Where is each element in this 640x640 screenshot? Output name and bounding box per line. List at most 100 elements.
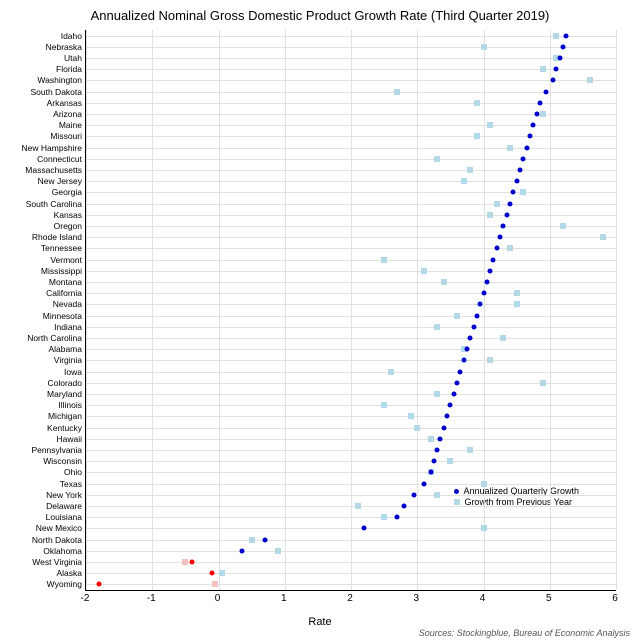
y-tick-label: South Dakota <box>30 87 82 97</box>
data-point-quarterly <box>461 358 466 363</box>
data-point-previous-year <box>487 357 493 363</box>
x-tick-label: 3 <box>413 593 419 604</box>
data-point-quarterly <box>438 436 443 441</box>
y-tick-label: Oregon <box>54 221 82 231</box>
gridline-horizontal <box>86 551 616 552</box>
data-point-quarterly <box>474 313 479 318</box>
data-point-quarterly <box>458 369 463 374</box>
data-point-previous-year <box>487 122 493 128</box>
data-point-previous-year <box>481 525 487 531</box>
data-point-quarterly <box>451 392 456 397</box>
y-tick-label: Indiana <box>54 322 82 332</box>
gridline-horizontal <box>86 349 616 350</box>
x-tick-label: 2 <box>347 593 353 604</box>
data-point-previous-year <box>434 391 440 397</box>
data-point-quarterly <box>471 324 476 329</box>
data-point-quarterly <box>362 526 367 531</box>
data-point-quarterly <box>514 179 519 184</box>
y-tick-label: South Carolina <box>26 199 82 209</box>
data-point-previous-year <box>481 44 487 50</box>
chart-title: Annualized Nominal Gross Domestic Produc… <box>0 0 640 27</box>
data-point-quarterly <box>557 56 562 61</box>
data-point-quarterly <box>527 134 532 139</box>
data-point-quarterly <box>508 201 513 206</box>
y-tick-label: New Hampshire <box>22 143 82 153</box>
gridline-horizontal <box>86 573 616 574</box>
data-point-previous-year <box>553 33 559 39</box>
gridline-horizontal <box>86 148 616 149</box>
gridline-horizontal <box>86 304 616 305</box>
gridline-horizontal <box>86 540 616 541</box>
gridline-horizontal <box>86 170 616 171</box>
data-point-previous-year <box>514 301 520 307</box>
data-point-quarterly <box>521 156 526 161</box>
gridline-horizontal <box>86 204 616 205</box>
data-point-previous-year <box>249 537 255 543</box>
gridline-horizontal <box>86 159 616 160</box>
sources-text: Sources: Stockingblue, Bureau of Economi… <box>419 628 630 638</box>
data-point-quarterly <box>494 246 499 251</box>
data-point-quarterly <box>441 425 446 430</box>
data-point-previous-year <box>219 570 225 576</box>
y-tick-label: Pennsylvania <box>31 445 82 455</box>
data-point-previous-year <box>487 212 493 218</box>
data-point-previous-year <box>381 514 387 520</box>
data-point-quarterly <box>561 44 566 49</box>
data-point-previous-year <box>494 201 500 207</box>
data-point-previous-year <box>381 402 387 408</box>
x-tick-label: 5 <box>546 593 552 604</box>
data-point-quarterly <box>498 235 503 240</box>
data-point-quarterly <box>531 123 536 128</box>
data-point-quarterly <box>464 347 469 352</box>
data-point-quarterly <box>402 504 407 509</box>
data-point-previous-year <box>434 492 440 498</box>
data-point-quarterly <box>551 78 556 83</box>
data-point-quarterly <box>435 448 440 453</box>
data-point-quarterly <box>517 168 522 173</box>
y-tick-label: Nevada <box>53 299 82 309</box>
data-point-previous-year <box>514 290 520 296</box>
data-point-quarterly <box>239 548 244 553</box>
data-point-quarterly <box>524 145 529 150</box>
gridline-horizontal <box>86 450 616 451</box>
data-point-previous-year <box>507 245 513 251</box>
gridline-horizontal <box>86 338 616 339</box>
y-tick-label: Oklahoma <box>43 546 82 556</box>
gridline-horizontal <box>86 372 616 373</box>
gridline-horizontal <box>86 293 616 294</box>
y-tick-label: Wyoming <box>47 579 82 589</box>
y-tick-label: Montana <box>49 277 82 287</box>
gridline-horizontal <box>86 47 616 48</box>
data-point-previous-year <box>381 257 387 263</box>
y-tick-label: Wisconsin <box>43 456 82 466</box>
y-tick-label: Louisiana <box>46 512 82 522</box>
y-tick-label: Utah <box>64 53 82 63</box>
gridline-horizontal <box>86 495 616 496</box>
gridline-horizontal <box>86 394 616 395</box>
y-tick-label: New Jersey <box>38 176 82 186</box>
x-tick-label: 6 <box>612 593 618 604</box>
x-tick-label: 0 <box>215 593 221 604</box>
data-point-quarterly <box>97 582 102 587</box>
data-point-previous-year <box>414 425 420 431</box>
y-tick-label: New York <box>46 490 82 500</box>
y-tick-label: Arizona <box>53 109 82 119</box>
gridline-horizontal <box>86 360 616 361</box>
gridline-horizontal <box>86 125 616 126</box>
data-point-previous-year <box>461 178 467 184</box>
gridline-horizontal <box>86 192 616 193</box>
data-point-quarterly <box>209 571 214 576</box>
data-point-previous-year <box>421 268 427 274</box>
data-point-previous-year <box>441 279 447 285</box>
data-point-quarterly <box>537 100 542 105</box>
y-tick-label: Mississippi <box>41 266 82 276</box>
y-tick-label: Idaho <box>61 31 82 41</box>
data-point-previous-year <box>540 380 546 386</box>
circle-icon <box>454 489 459 494</box>
data-point-quarterly <box>484 280 489 285</box>
gridline-horizontal <box>86 327 616 328</box>
gridline-horizontal <box>86 439 616 440</box>
x-tick-label: -2 <box>81 593 90 604</box>
y-tick-label: Maryland <box>47 389 82 399</box>
data-point-previous-year <box>600 234 606 240</box>
